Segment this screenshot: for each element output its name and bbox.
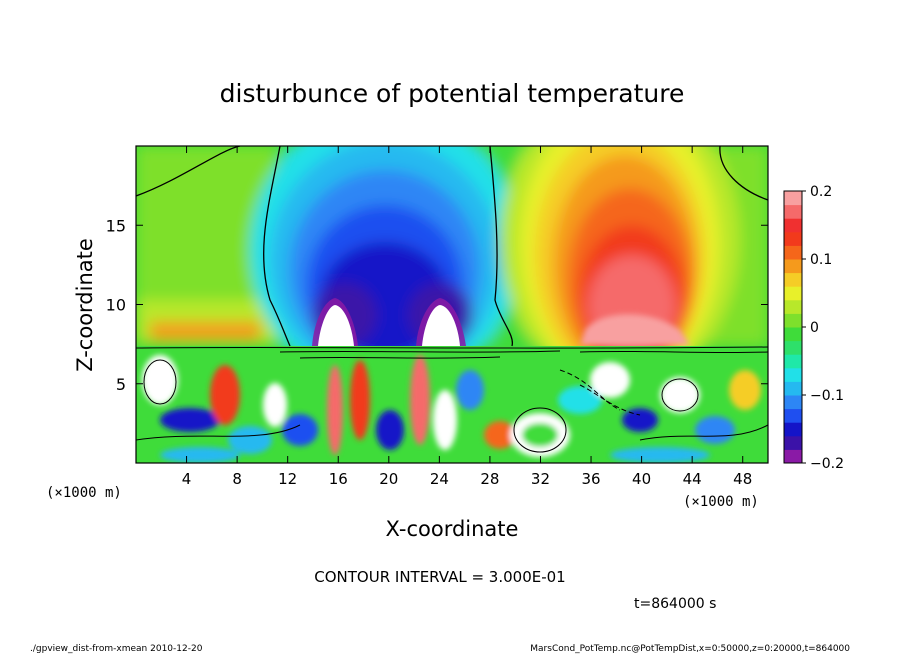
footer-left: ./gpview_dist-from-xmean 2010-12-20 <box>30 644 203 654</box>
colorbar-swatch <box>784 299 802 314</box>
colorbar-swatch <box>784 245 802 260</box>
x-tick-label: 40 <box>632 470 651 488</box>
colorbar-swatch <box>784 367 802 382</box>
colorbar-swatch <box>784 408 802 423</box>
x-tick-label: 28 <box>480 470 499 488</box>
colorbar-swatch <box>784 218 802 233</box>
x-tick-label: 12 <box>278 470 297 488</box>
colorbar-tick-label: −0.2 <box>810 456 844 472</box>
colorbar-tick-label: 0.1 <box>810 252 832 268</box>
y-axis-label: Z-coordinate <box>73 238 97 372</box>
colorbar-swatch <box>784 340 802 355</box>
x-unit-right: (×1000 m) <box>683 494 759 510</box>
colorbar-swatch <box>784 259 802 274</box>
x-axis: 4 8 12 16 20 24 28 32 36 40 44 48 <box>182 146 752 488</box>
colorbar-swatch <box>784 422 802 437</box>
x-tick-label: 36 <box>581 470 600 488</box>
time-label: t=864000 s <box>634 596 716 612</box>
x-tick-label: 32 <box>531 470 550 488</box>
x-unit-left: (×1000 m) <box>46 485 122 501</box>
plot-area <box>136 146 768 463</box>
x-tick-label: 48 <box>733 470 752 488</box>
colorbar-swatch <box>784 313 802 328</box>
colorbar-tick-label: −0.1 <box>810 388 844 404</box>
x-tick-label: 44 <box>683 470 702 488</box>
colorbar <box>784 191 802 464</box>
colorbar-ticks: 0.2 0.1 0 −0.1 −0.2 <box>802 184 844 472</box>
chart-title: disturbunce of potential temperature <box>220 79 685 108</box>
x-tick-label: 4 <box>182 470 192 488</box>
footer-right: MarsCond_PotTemp.nc@PotTempDist,x=0:5000… <box>530 644 850 654</box>
colorbar-swatch <box>784 272 802 287</box>
colorbar-swatch <box>784 354 802 369</box>
y-axis: 5 10 15 <box>106 216 768 394</box>
colorbar-swatch <box>784 191 802 206</box>
colorbar-swatch <box>784 231 802 246</box>
colorbar-tick-label: 0 <box>810 320 819 336</box>
colorbar-swatch <box>784 204 802 219</box>
contour-interval: CONTOUR INTERVAL = 3.000E-01 <box>314 568 565 586</box>
colorbar-swatch <box>784 327 802 342</box>
colorbar-swatch <box>784 449 802 464</box>
x-tick-label: 16 <box>329 470 348 488</box>
colorbar-swatch <box>784 395 802 410</box>
y-tick-label: 5 <box>116 375 126 394</box>
colorbar-swatch <box>784 286 802 301</box>
y-tick-label: 15 <box>106 216 126 235</box>
x-tick-label: 8 <box>232 470 242 488</box>
x-tick-label: 24 <box>430 470 449 488</box>
y-tick-label: 10 <box>106 296 126 315</box>
colorbar-swatch <box>784 381 802 396</box>
colorbar-tick-label: 0.2 <box>810 184 832 200</box>
colorbar-swatch <box>784 435 802 450</box>
x-tick-label: 20 <box>379 470 398 488</box>
x-axis-label: X-coordinate <box>386 517 519 541</box>
